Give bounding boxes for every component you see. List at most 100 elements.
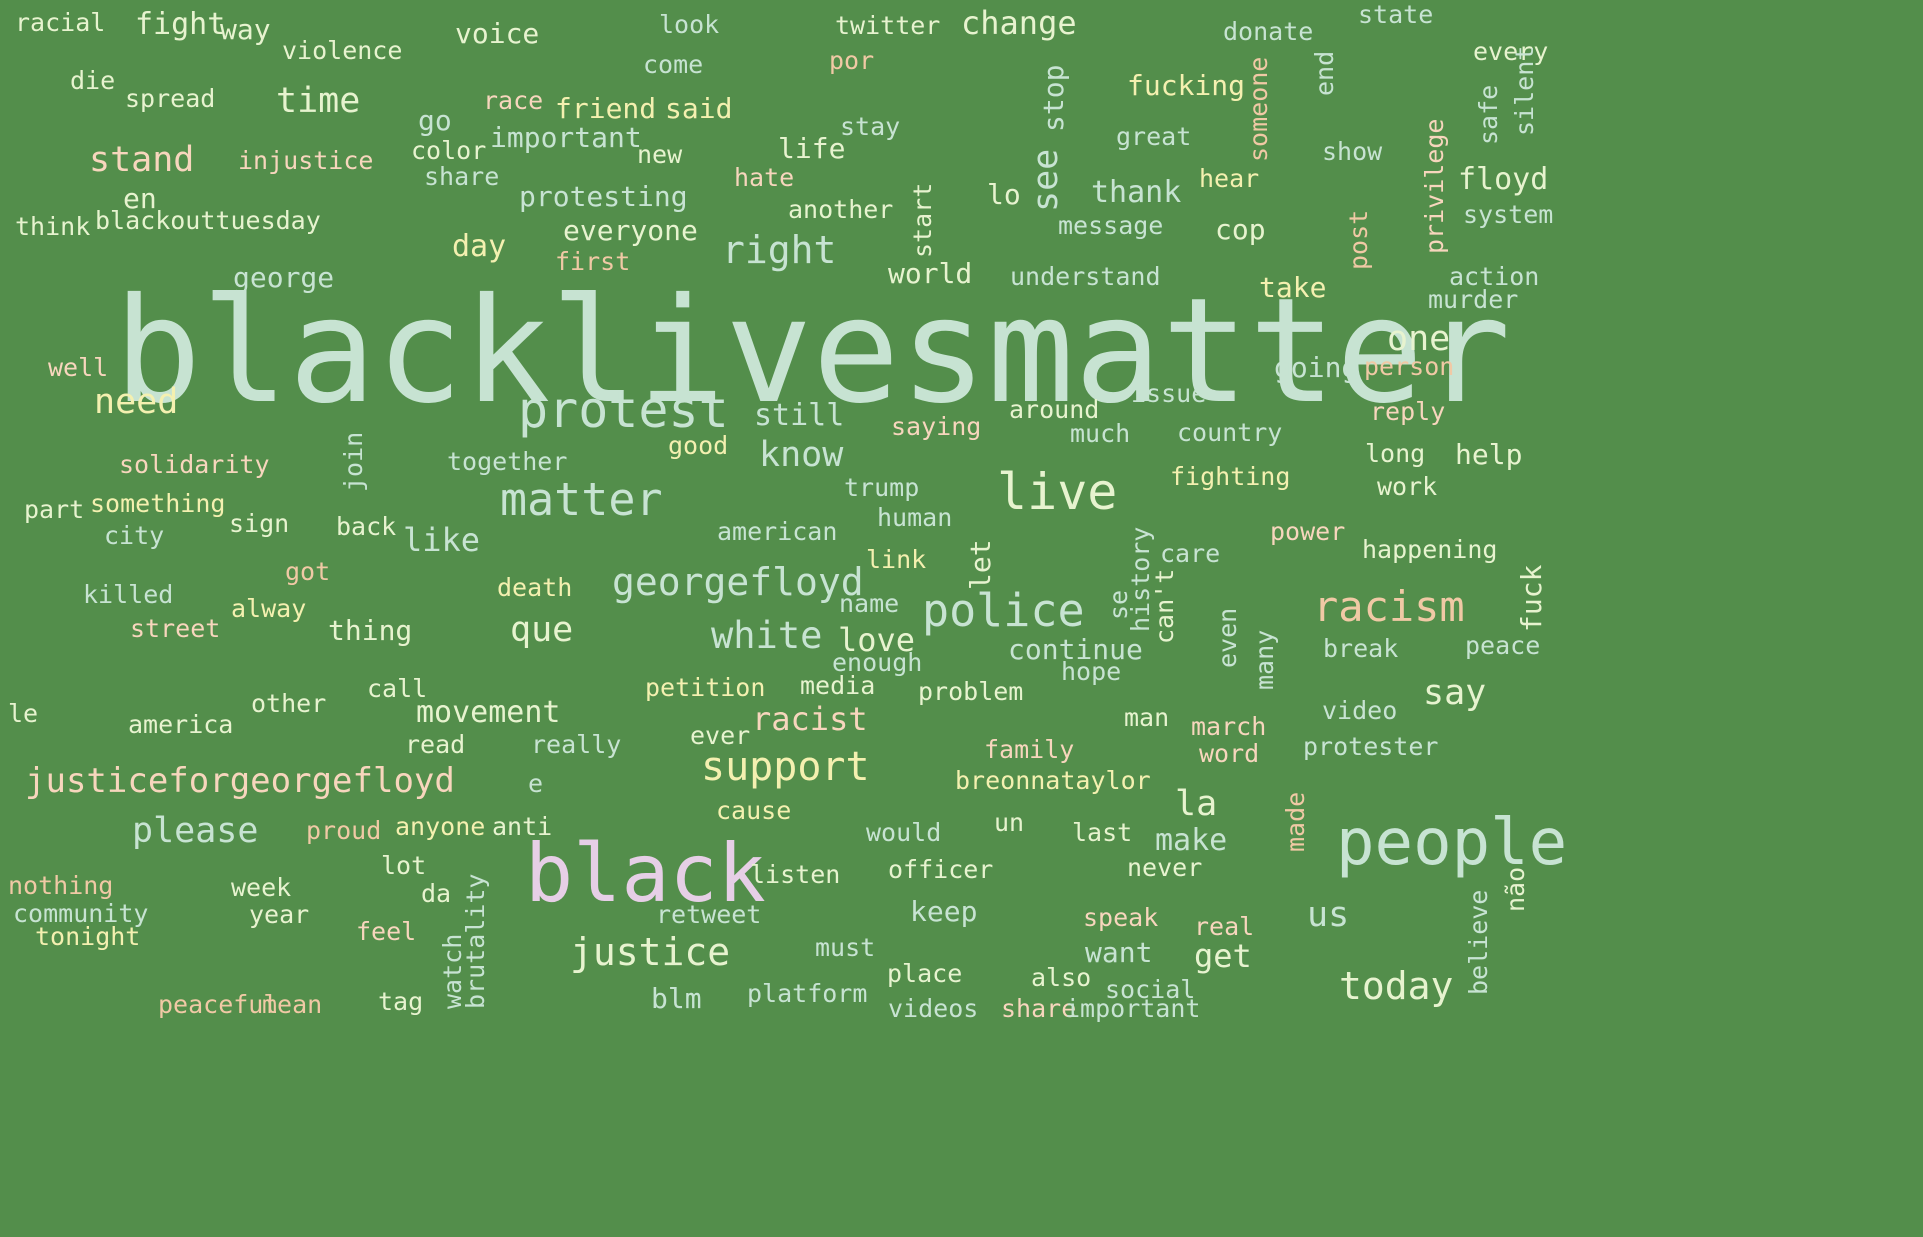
word: breonnataylor <box>955 766 1151 795</box>
word: day <box>452 229 507 264</box>
word: life <box>778 132 846 165</box>
word: help <box>1455 438 1523 471</box>
word: video <box>1322 696 1398 725</box>
word: safe <box>1474 84 1503 145</box>
word: important <box>490 121 642 154</box>
word: blm <box>651 982 702 1015</box>
word: said <box>665 92 733 125</box>
word: stay <box>840 112 901 141</box>
word: place <box>887 959 963 988</box>
word: name <box>839 589 900 618</box>
word: stand <box>89 140 195 180</box>
word: mean <box>262 990 323 1019</box>
word: friend <box>555 92 657 125</box>
word: important <box>1065 994 1201 1023</box>
word: look <box>659 10 720 39</box>
word: hear <box>1199 164 1260 193</box>
word: murder <box>1428 285 1519 314</box>
word: protest <box>518 381 729 439</box>
word: platform <box>747 979 868 1008</box>
word: real <box>1194 912 1255 941</box>
word: feel <box>356 917 417 946</box>
word: change <box>961 4 1077 42</box>
word: believe <box>1464 889 1493 995</box>
word: street <box>130 614 221 643</box>
word: tag <box>378 987 424 1016</box>
word: anti <box>492 812 553 841</box>
word: officer <box>888 855 994 884</box>
word: cause <box>716 796 792 825</box>
word: every <box>1473 37 1549 66</box>
word: family <box>984 735 1075 764</box>
word: fight <box>135 7 226 42</box>
word: march <box>1191 712 1267 741</box>
word: brutality <box>461 873 490 1009</box>
word: come <box>643 50 704 79</box>
word: silent <box>1510 45 1539 136</box>
word: work <box>1377 472 1438 501</box>
word: violence <box>282 36 403 65</box>
word: peace <box>1465 631 1541 660</box>
word: por <box>829 46 875 75</box>
word: us <box>1307 895 1350 935</box>
word: hope <box>1061 657 1122 686</box>
word: hate <box>734 163 795 192</box>
word: together <box>447 447 568 476</box>
word: solidarity <box>119 450 270 479</box>
word: fighting <box>1170 462 1291 491</box>
word: even <box>1213 607 1242 668</box>
word: sign <box>229 509 290 538</box>
word: love <box>838 621 916 659</box>
word: another <box>788 195 894 224</box>
word: one <box>1387 319 1451 359</box>
word: justiceforgeorgefloyd <box>25 761 455 801</box>
word: break <box>1323 634 1399 663</box>
word: tonight <box>35 922 141 951</box>
word: around <box>1009 395 1100 424</box>
word: american <box>717 517 838 546</box>
word: live <box>997 463 1118 521</box>
word: se <box>1104 589 1133 620</box>
word: other <box>251 689 327 718</box>
word: movement <box>416 695 561 730</box>
word: matter <box>500 473 663 526</box>
word: support <box>701 744 870 790</box>
word: going <box>1274 351 1359 384</box>
word: can't <box>1150 568 1179 644</box>
word: care <box>1160 539 1221 568</box>
word: time <box>276 81 361 121</box>
word: right <box>722 228 837 272</box>
word: made <box>1281 791 1310 852</box>
word: thing <box>328 614 413 647</box>
word: someone <box>1244 56 1273 162</box>
word: many <box>1250 629 1279 690</box>
word: nothing <box>8 871 114 900</box>
word: alway <box>231 594 307 623</box>
word: let <box>964 539 997 590</box>
word: word <box>1199 739 1260 768</box>
word: racist <box>752 700 868 738</box>
word: great <box>1116 122 1192 151</box>
word: way <box>220 13 271 46</box>
word: voice <box>455 17 540 50</box>
word: en <box>123 182 157 215</box>
word: black <box>525 827 766 920</box>
word: action <box>1449 262 1540 291</box>
word: message <box>1058 211 1164 240</box>
word: e <box>528 769 544 798</box>
word: like <box>403 521 481 559</box>
word: social <box>1105 975 1196 1004</box>
word: blacklivesmatter <box>114 267 1511 436</box>
word: community <box>13 899 149 928</box>
word: well <box>48 353 109 382</box>
word: proud <box>306 816 382 845</box>
word: got <box>285 557 331 586</box>
word: america <box>128 710 234 739</box>
word: world <box>888 257 973 290</box>
word: join <box>339 431 368 492</box>
word: call <box>367 674 428 703</box>
word: police <box>922 584 1085 637</box>
word: la <box>1175 784 1218 824</box>
word: listen <box>750 860 841 889</box>
word: share <box>424 162 500 191</box>
